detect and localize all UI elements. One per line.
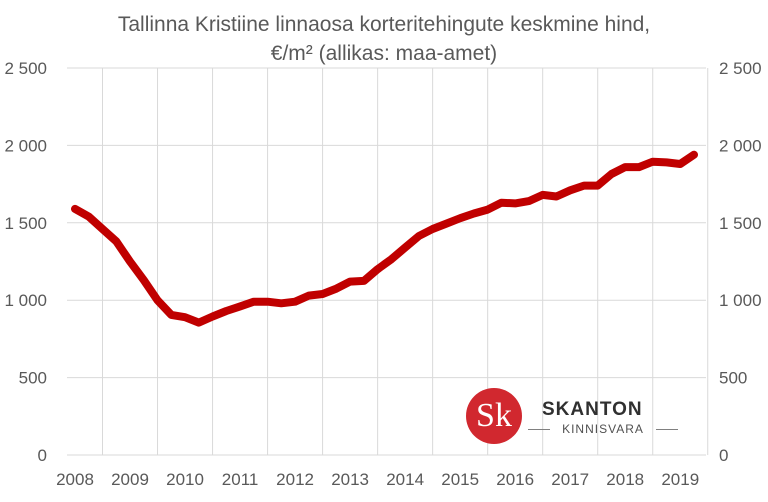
x-tick-label: 2014	[386, 470, 424, 489]
x-tick-label: 2013	[331, 470, 369, 489]
data-point	[418, 235, 420, 237]
x-tick-label: 2019	[661, 470, 699, 489]
data-point	[363, 280, 365, 282]
data-point	[157, 299, 159, 301]
data-point	[143, 279, 145, 281]
logo-subtitle: KINNISVARA	[562, 422, 644, 436]
data-point	[542, 194, 544, 196]
y-tick-label-right: 1 500	[719, 214, 762, 233]
data-point	[253, 301, 255, 303]
y-tick-label-right: 2 000	[719, 136, 762, 155]
chart-title-line-1: Tallinna Kristiine linnaosa korteritehin…	[117, 13, 651, 36]
y-tick-label-left: 0	[38, 446, 47, 465]
data-point	[610, 173, 612, 175]
x-tick-label: 2016	[496, 470, 534, 489]
data-point	[280, 302, 282, 304]
data-point	[432, 228, 434, 230]
data-point	[349, 281, 351, 283]
data-point	[129, 261, 131, 263]
data-point	[624, 166, 626, 168]
series-layer	[71, 150, 698, 327]
data-point	[102, 228, 104, 230]
logo-mark: Sk	[466, 388, 522, 444]
logo-name: SKANTON	[542, 399, 643, 420]
data-point	[514, 202, 516, 204]
data-point	[74, 208, 76, 210]
data-point	[335, 288, 337, 290]
x-tick-label: 2010	[166, 470, 204, 489]
data-point	[487, 209, 489, 211]
chart-title-line-2: €/m² (allikas: maa-amet)	[270, 42, 498, 65]
data-point	[597, 185, 599, 187]
data-point	[652, 161, 654, 163]
data-point	[170, 314, 172, 316]
data-point	[500, 202, 502, 204]
data-point	[693, 154, 695, 156]
data-point	[638, 166, 640, 168]
data-point	[184, 316, 186, 318]
chart-title: Tallinna Kristiine linnaosa korteritehin…	[0, 10, 768, 68]
x-tick-label: 2015	[441, 470, 479, 489]
y-tick-label-left: 500	[19, 369, 47, 388]
y-tick-label-left: 2 500	[4, 59, 47, 78]
y-tick-label-left: 1 500	[4, 214, 47, 233]
data-point	[294, 301, 296, 303]
data-point	[212, 315, 214, 317]
data-point	[308, 295, 310, 297]
data-point	[322, 293, 324, 295]
y-tick-label-right: 0	[719, 446, 728, 465]
y-tick-label-right: 1 000	[719, 291, 762, 310]
data-point	[555, 195, 557, 197]
x-tick-label: 2018	[606, 470, 644, 489]
x-tick-label: 2017	[551, 470, 589, 489]
x-tick-label: 2011	[222, 470, 259, 489]
x-tick-label: 2008	[56, 470, 94, 489]
skanton-logo: Sk SKANTON KINNISVARA	[466, 388, 706, 448]
data-point	[225, 310, 227, 312]
data-point	[88, 216, 90, 218]
logo-divider-left	[528, 429, 550, 430]
data-point	[198, 322, 200, 324]
data-point	[404, 247, 406, 249]
x-tick-label: 2009	[111, 470, 149, 489]
data-point	[473, 213, 475, 215]
data-point	[390, 258, 392, 260]
data-point	[679, 163, 681, 165]
y-tick-label-right: 2 500	[719, 59, 762, 78]
axes: 0 0 500 500 1 000 1 000 1 500 1 500 2 000 2 000 2 …	[4, 59, 761, 489]
data-point	[115, 240, 117, 242]
x-tick-label: 2012	[276, 470, 314, 489]
data-point	[239, 305, 241, 307]
data-point	[459, 217, 461, 219]
data-point	[528, 200, 530, 202]
data-point	[267, 301, 269, 303]
y-tick-label-left: 1 000	[4, 291, 47, 310]
data-point	[445, 223, 447, 225]
data-point	[569, 189, 571, 191]
data-point	[583, 185, 585, 187]
series-line	[71, 150, 698, 327]
data-point	[377, 268, 379, 270]
y-tick-label-left: 2 000	[4, 136, 47, 155]
y-tick-label-right: 500	[719, 369, 747, 388]
logo-divider-right	[656, 429, 678, 430]
data-point	[665, 161, 667, 163]
